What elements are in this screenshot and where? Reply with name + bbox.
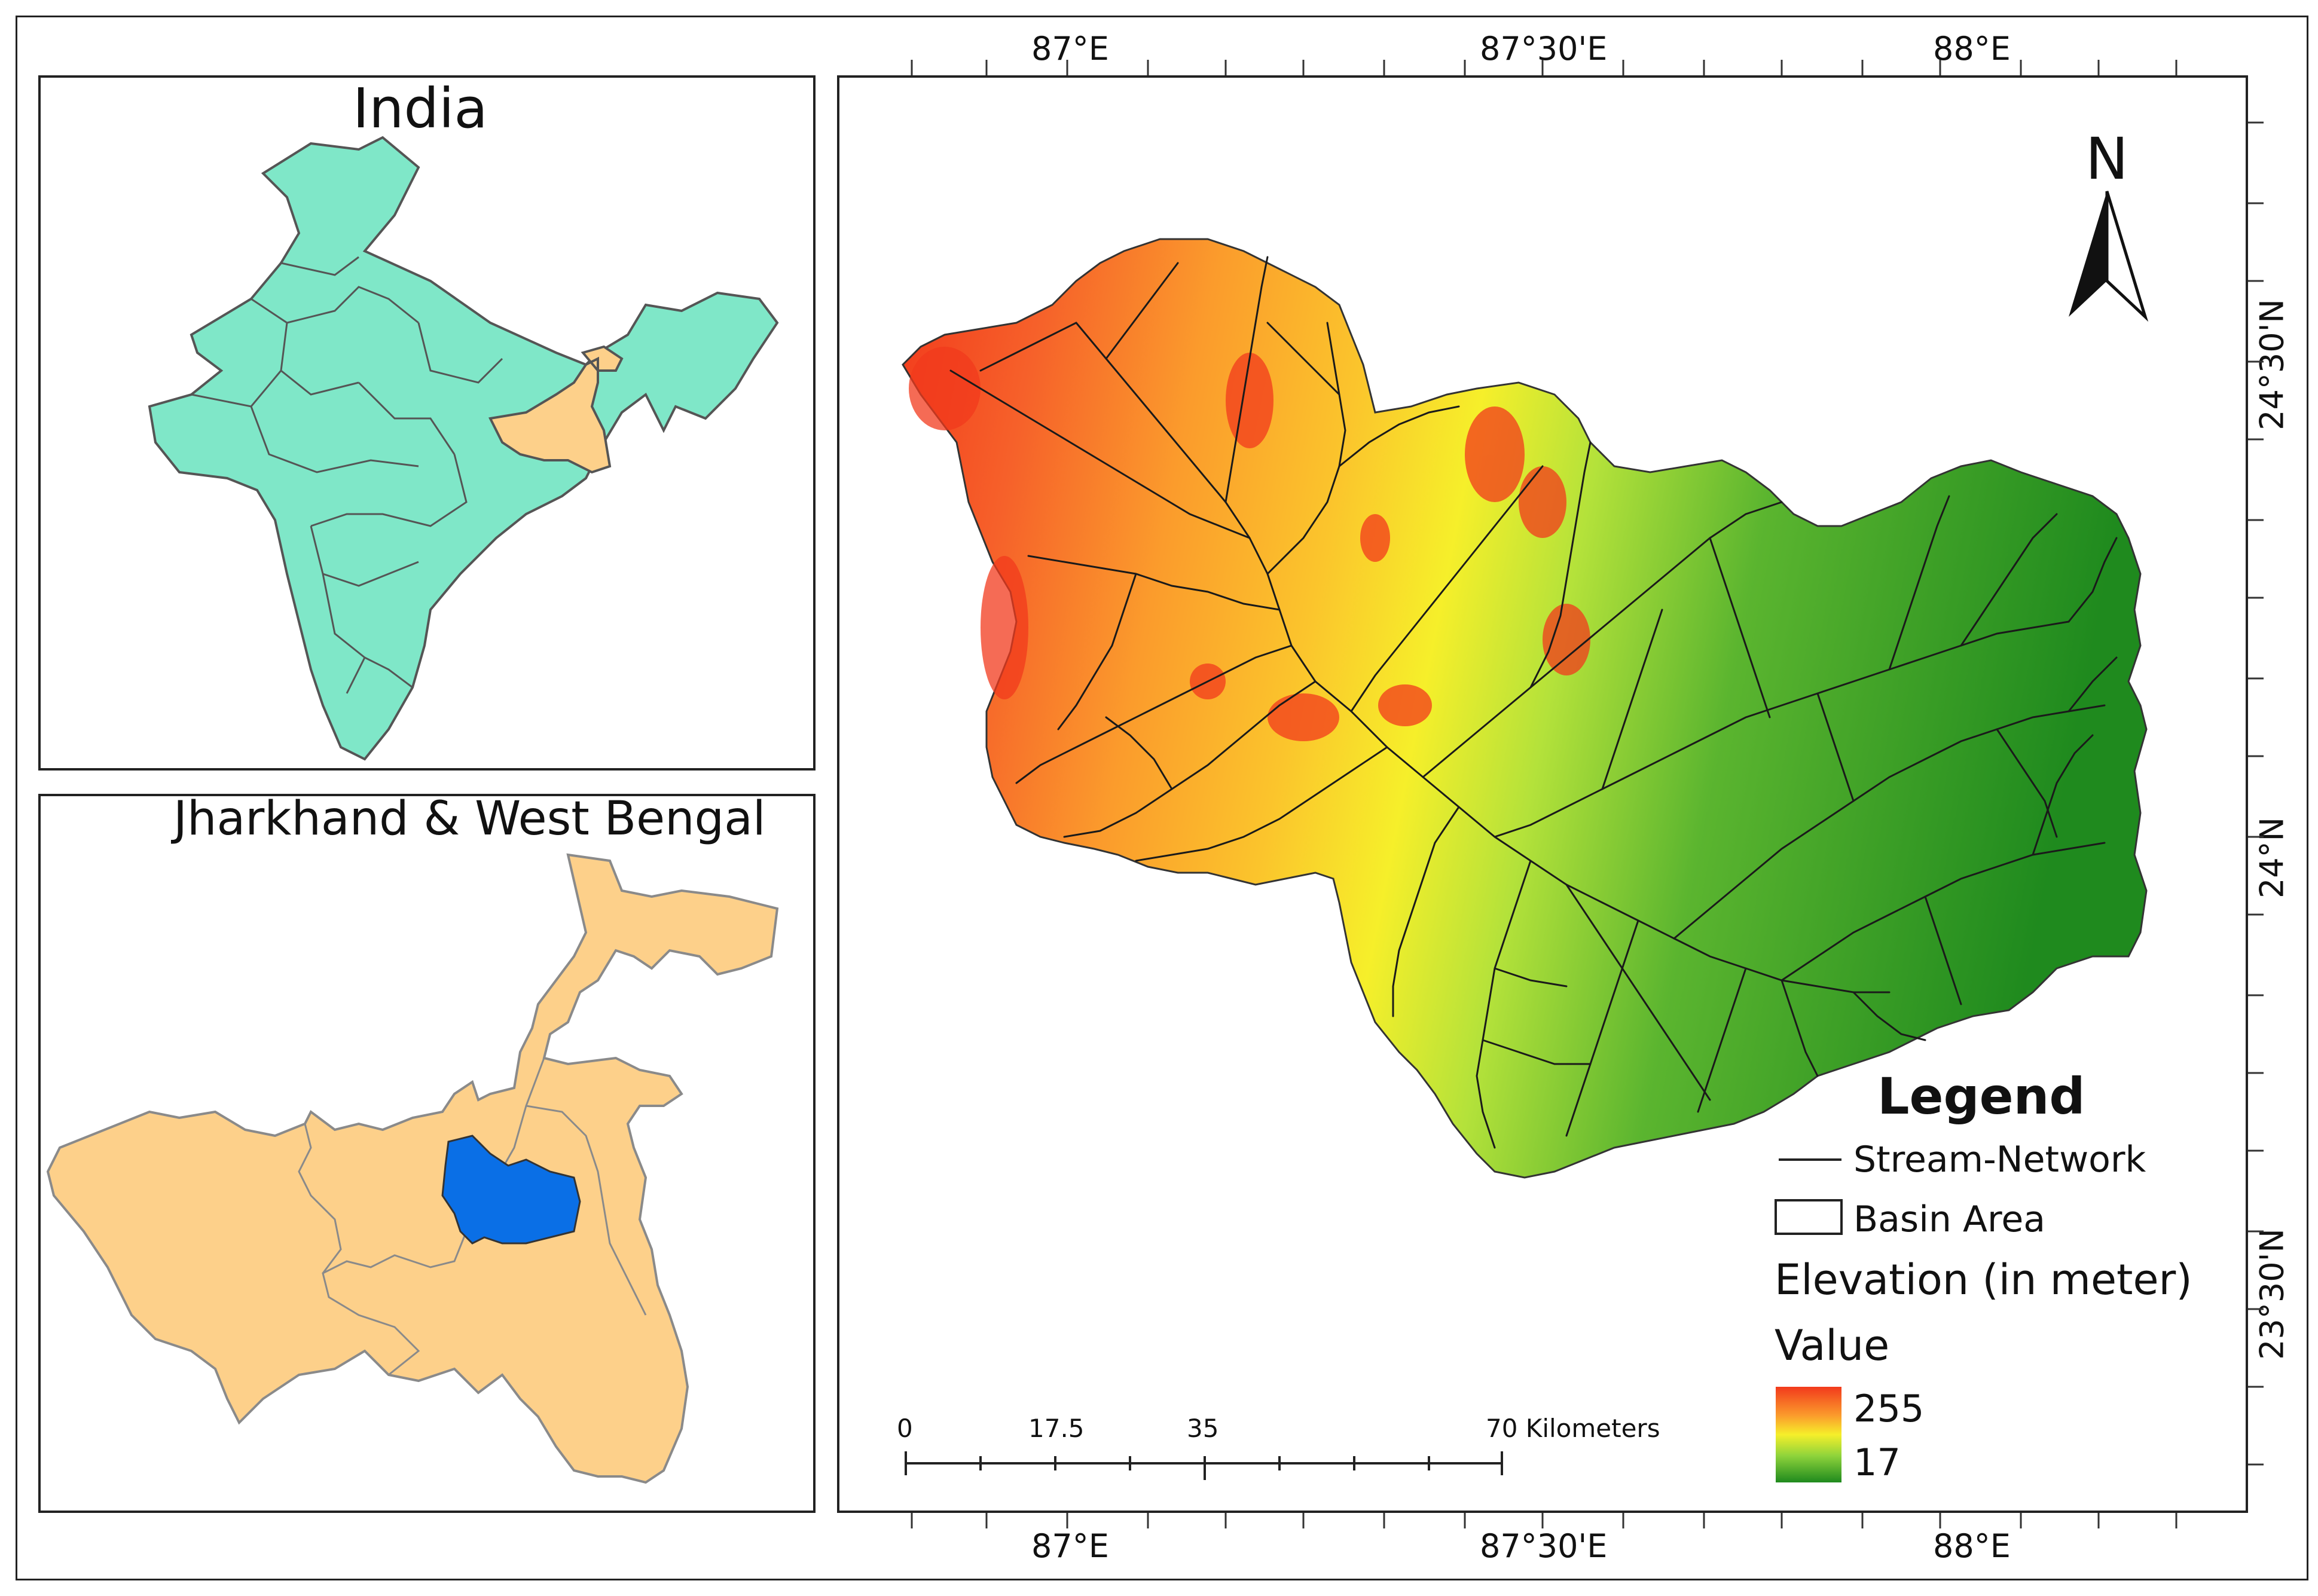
legend-title: Legend bbox=[1877, 1067, 2085, 1126]
basin-elevation-raster bbox=[902, 238, 2148, 1179]
high-elevation-patches bbox=[909, 347, 1590, 741]
scale-label-70-km: 70 Kilometers bbox=[1486, 1414, 1660, 1443]
legend-stream-label: Stream-Network bbox=[1853, 1139, 2146, 1181]
scale-bar bbox=[905, 1451, 1503, 1480]
north-arrow-label: N bbox=[2085, 126, 2128, 192]
scale-label-0: 0 bbox=[897, 1414, 913, 1443]
lon-label-bottom-87-30e: 87°30'E bbox=[1480, 1527, 1608, 1565]
lon-label-top-87e: 87°E bbox=[1031, 30, 1109, 68]
lon-label-top-88e: 88°E bbox=[1933, 30, 2011, 68]
legend-graphics bbox=[1775, 1158, 1843, 1482]
jharkhand-westbengal-outline bbox=[46, 853, 779, 1484]
india-highlight-jharkhand-westbengal bbox=[488, 345, 624, 474]
legend-elevation-title: Elevation (in meter) bbox=[1775, 1255, 2192, 1304]
north-arrow-icon bbox=[2069, 191, 2149, 322]
states-inset-title: Jharkhand & West Bengal bbox=[173, 792, 766, 846]
scale-label-35: 35 bbox=[1187, 1414, 1219, 1443]
legend-basin-label: Basin Area bbox=[1853, 1198, 2046, 1240]
legend-elevation-ramp bbox=[1776, 1387, 1841, 1482]
legend-value-title: Value bbox=[1775, 1321, 1890, 1370]
india-internal-borders bbox=[191, 256, 503, 694]
lon-label-bottom-87e: 87°E bbox=[1031, 1527, 1109, 1565]
legend-min-value: 17 bbox=[1853, 1441, 1901, 1484]
legend-basin-area-icon bbox=[1775, 1199, 1843, 1235]
india-inset-title: India bbox=[353, 77, 488, 140]
scale-label-17-5: 17.5 bbox=[1028, 1414, 1085, 1443]
lon-label-top-87-30e: 87°30'E bbox=[1480, 30, 1608, 68]
legend-max-value: 255 bbox=[1853, 1387, 1925, 1430]
lon-label-bottom-88e: 88°E bbox=[1933, 1527, 2011, 1565]
map-grid-ticks bbox=[911, 60, 2264, 1528]
basin-area-highlight bbox=[441, 1135, 581, 1245]
stream-network bbox=[949, 256, 2118, 1149]
